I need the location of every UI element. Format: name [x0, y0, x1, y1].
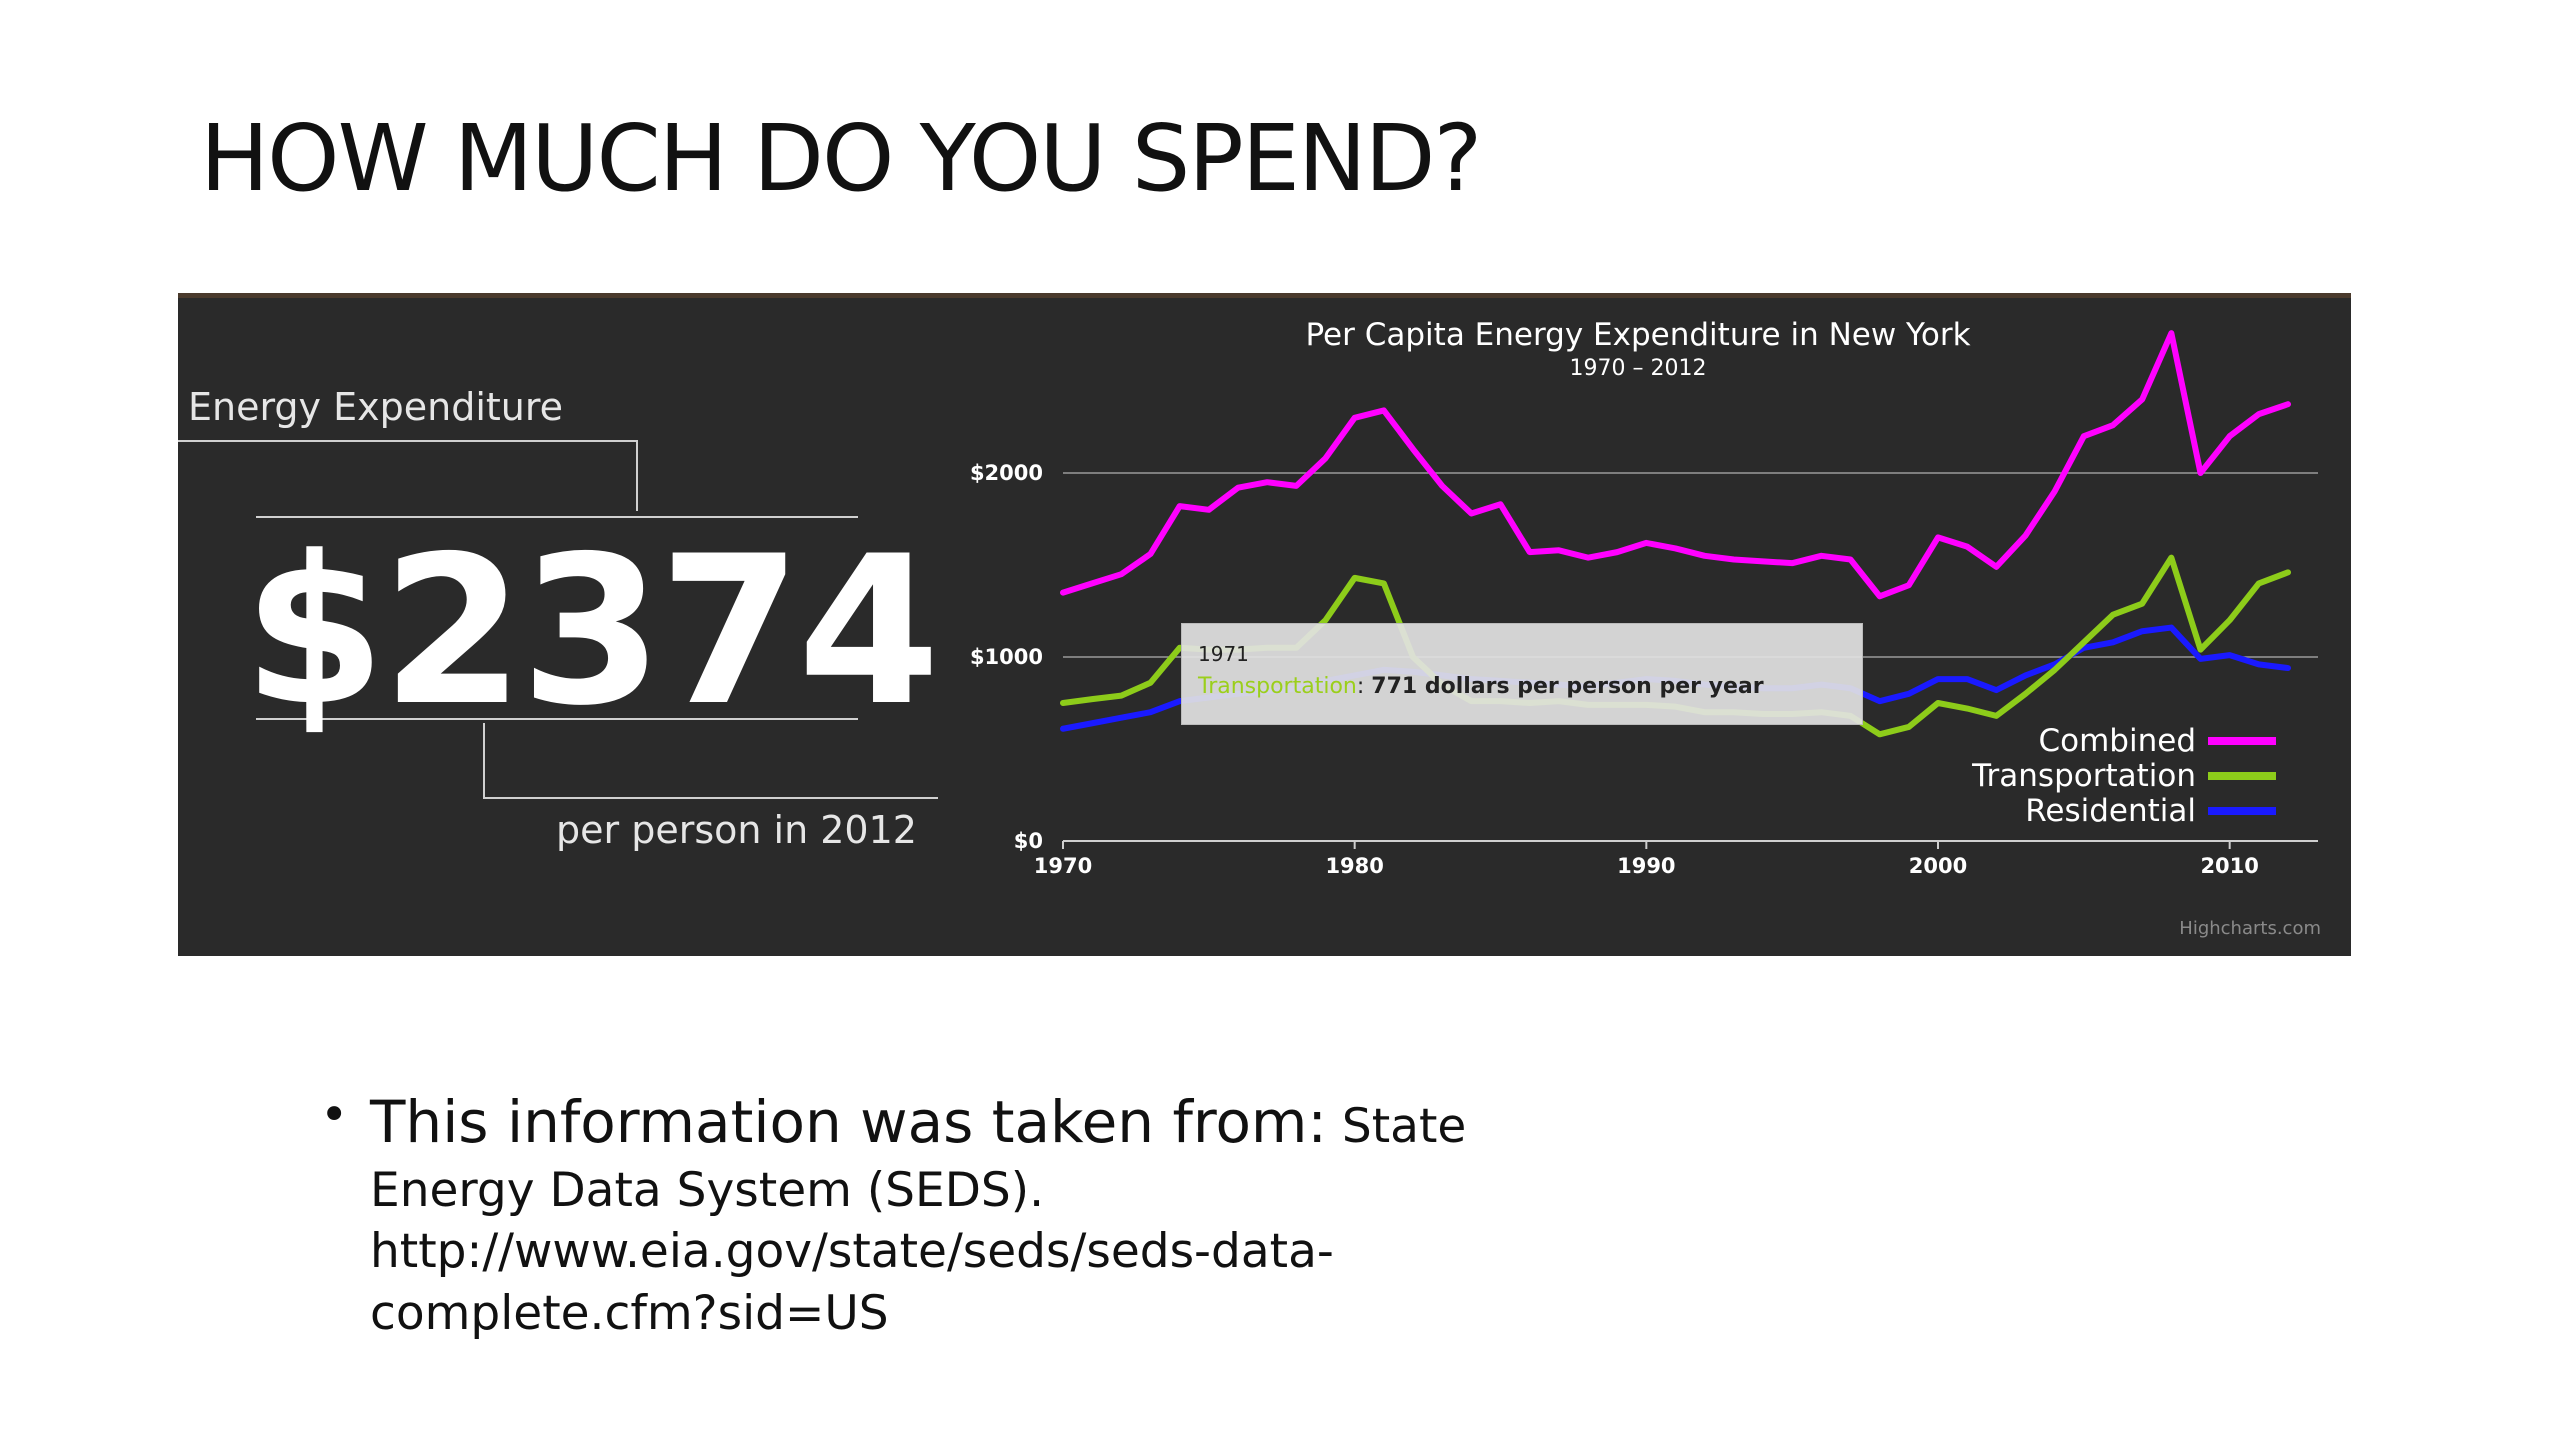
bullet-lead: This information was taken from: — [370, 1088, 1327, 1156]
bullet-line-2: Energy Data System (SEDS). — [370, 1163, 1045, 1219]
x-tick-label: 1970 — [1034, 854, 1092, 878]
x-tick-label: 2010 — [2200, 854, 2258, 878]
x-tick-label: 1990 — [1617, 854, 1675, 878]
tooltip-year: 1971 — [1198, 642, 1249, 666]
chart-tooltip: 1971 Transportation: 771 dollars per per… — [1181, 623, 1863, 725]
bullet-text: This information was taken from: State E… — [370, 1085, 1620, 1344]
bottom-bracket-line — [483, 723, 938, 799]
frame-lines — [178, 440, 938, 799]
tooltip-colon: : — [1356, 674, 1372, 699]
tooltip-line: Transportation: 771 dollars per person p… — [1198, 674, 1764, 699]
series-line-combined — [1060, 330, 2291, 600]
bullet-dot: • — [320, 1087, 349, 1143]
bullet-source-url-cont[interactable]: complete.cfm?sid=US — [370, 1285, 889, 1341]
chart-subtitle: 1970 – 2012 — [1570, 356, 1707, 381]
panel-top-border — [178, 293, 2351, 298]
y-tick-label: $2000 — [970, 461, 1043, 485]
chart-title: Per Capita Energy Expenditure in New Yor… — [1305, 317, 1970, 353]
bullet-source-url[interactable]: http://www.eia.gov/state/seds/seds-data- — [370, 1224, 1334, 1280]
top-bracket-line — [178, 440, 638, 511]
line-chart: Per Capita Energy Expenditure in New Yor… — [970, 317, 2318, 878]
bullet-rest-1: State — [1326, 1099, 1467, 1154]
energy-expenditure-label: Energy Expenditure — [188, 385, 564, 429]
highcharts-credit[interactable]: Highcharts.com — [2179, 918, 2321, 939]
tooltip-series: Transportation — [1198, 674, 1357, 699]
x-tick-label: 1980 — [1325, 854, 1383, 878]
source-bullet: • This information was taken from: State… — [320, 1085, 1620, 1344]
x-tick-label: 2000 — [1909, 854, 1967, 878]
tooltip-value: 771 dollars per person per year — [1371, 674, 1764, 699]
per-person-label: per person in 2012 — [556, 808, 917, 852]
legend-label-combined: Combined — [2039, 723, 2197, 759]
y-tick-label: $0 — [1014, 829, 1043, 853]
slide-title: HOW MUCH DO YOU SPEND? — [200, 105, 1482, 212]
big-number: $2374 — [243, 513, 940, 751]
legend-label-transportation: Transportation — [1971, 758, 2196, 794]
y-tick-label: $1000 — [970, 645, 1043, 669]
legend-label-residential: Residential — [2025, 793, 2196, 829]
infographic-panel: Energy Expenditure $2374 per person in 2… — [178, 293, 2351, 956]
